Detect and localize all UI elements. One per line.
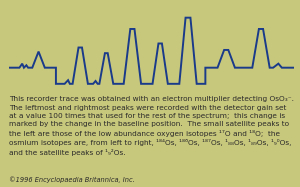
Text: This recorder trace was obtained with an electron multiplier detecting OsO₃⁻.
Th: This recorder trace was obtained with an… [9, 96, 294, 156]
Text: ©1996 Encyclopaedia Britannica, Inc.: ©1996 Encyclopaedia Britannica, Inc. [9, 177, 135, 183]
